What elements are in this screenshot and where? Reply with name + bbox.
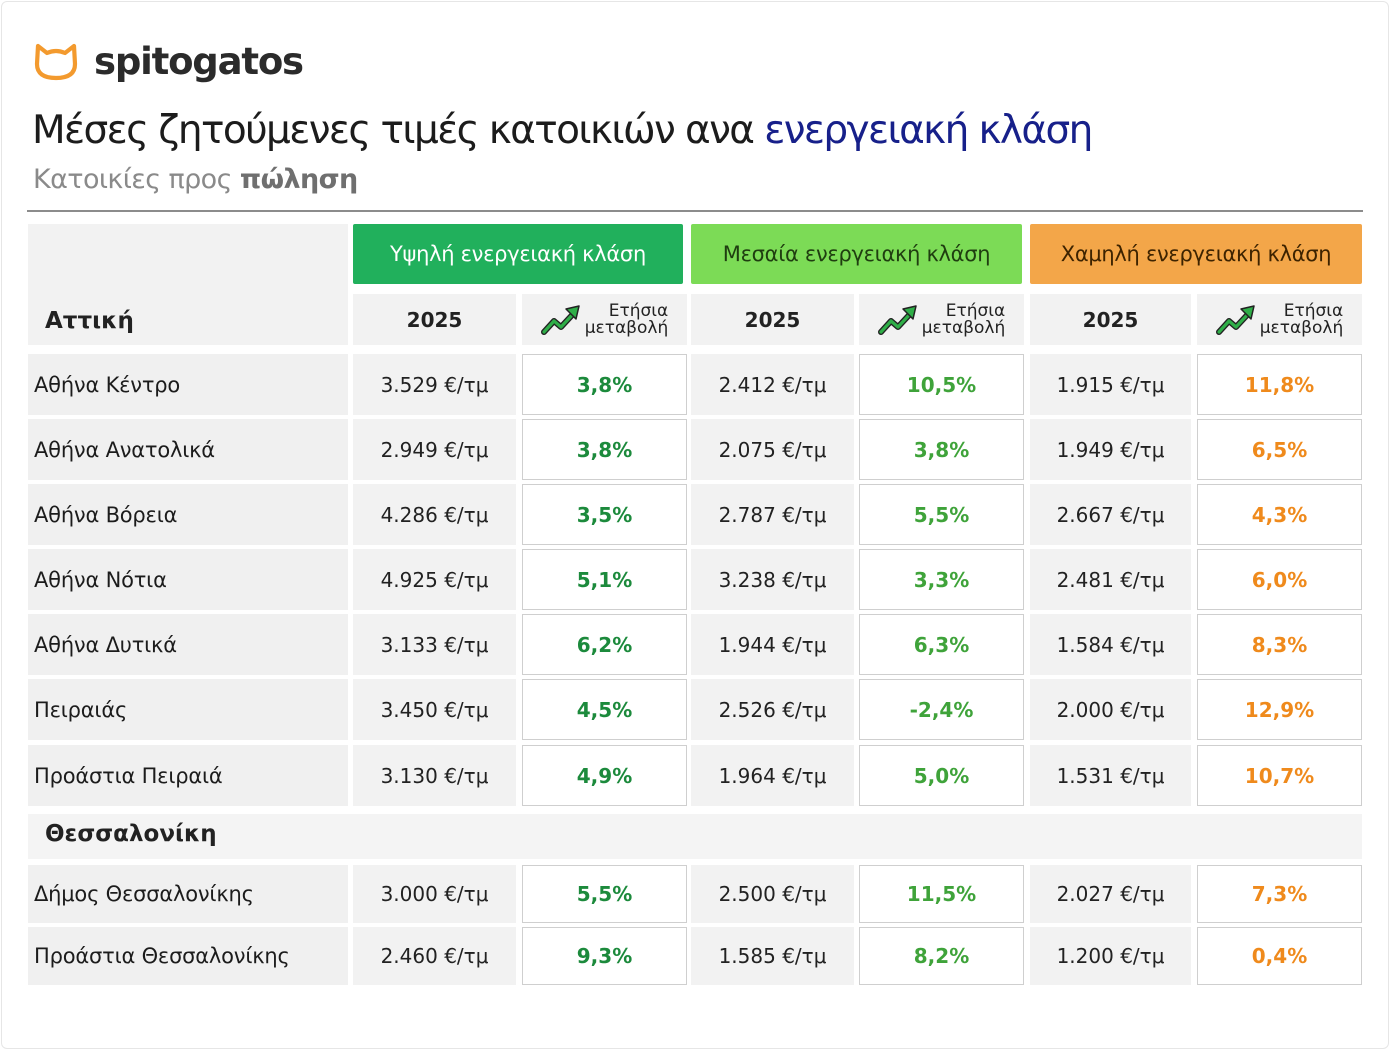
row-label: Αθήνα Νότια <box>28 549 348 610</box>
price-cell-mid: 2.787 €/τμ <box>691 484 854 545</box>
annual-change-label-line1: Ετήσια <box>945 300 1006 321</box>
header-high-class: Υψηλή ενεργειακή κλάση <box>353 224 683 284</box>
row-label: Αθήνα Κέντρο <box>28 354 348 415</box>
change-cell-high: 5,1% <box>522 549 687 610</box>
table-corner <box>28 224 348 345</box>
price-cell-high: 4.286 €/τμ <box>353 484 516 545</box>
header-mid-class: Μεσαία ενεργειακή κλάση <box>691 224 1022 284</box>
row-label: Αθήνα Ανατολικά <box>28 419 348 480</box>
change-cell-mid: -2,4% <box>859 679 1024 740</box>
page-subtitle: Κατοικίες προς πώληση <box>33 164 358 195</box>
change-cell-low: 4,3% <box>1197 484 1362 545</box>
row-label: Προάστια Πειραιά <box>28 745 348 806</box>
change-cell-high: 3,5% <box>522 484 687 545</box>
price-cell-high: 3.529 €/τμ <box>353 354 516 415</box>
price-cell-high: 2.949 €/τμ <box>353 419 516 480</box>
subtitle-main: Κατοικίες προς <box>33 164 240 195</box>
annual-change-label-line1: Ετήσια <box>608 300 669 321</box>
change-cell-low: 12,9% <box>1197 679 1362 740</box>
change-cell-mid: 11,5% <box>859 865 1024 923</box>
change-cell-high: 6,2% <box>522 614 687 675</box>
annual-change-label-line2: μεταβολή <box>1259 317 1344 338</box>
price-cell-high: 4.925 €/τμ <box>353 549 516 610</box>
cat-head-icon <box>34 43 78 81</box>
price-cell-low: 1.949 €/τμ <box>1030 419 1191 480</box>
title-main: Μέσες ζητούμενες τιμές κατοικιών ανα <box>32 108 765 153</box>
region-label: Αττική <box>45 308 134 334</box>
price-cell-mid: 1.944 €/τμ <box>691 614 854 675</box>
price-cell-low: 2.027 €/τμ <box>1030 865 1191 923</box>
price-cell-mid: 3.238 €/τμ <box>691 549 854 610</box>
change-cell-low: 11,8% <box>1197 354 1362 415</box>
brand-logo: spitogatos <box>32 38 304 84</box>
row-label: Προάστια Θεσσαλονίκης <box>28 927 348 985</box>
annual-change-label: Ετήσια μεταβολή <box>1259 300 1344 338</box>
change-cell-mid: 3,8% <box>859 419 1024 480</box>
price-cell-low: 2.667 €/τμ <box>1030 484 1191 545</box>
price-cell-mid: 1.585 €/τμ <box>691 927 854 985</box>
change-cell-high: 3,8% <box>522 354 687 415</box>
page-title: Μέσες ζητούμενες τιμές κατοικιών ανα ενε… <box>32 104 1093 158</box>
year-header-mid: 2025 <box>691 294 854 345</box>
price-cell-high: 3.000 €/τμ <box>353 865 516 923</box>
annual-change-label-line2: μεταβολή <box>584 317 669 338</box>
change-cell-mid: 3,3% <box>859 549 1024 610</box>
trend-up-arrow-icon <box>877 304 917 335</box>
price-cell-mid: 1.964 €/τμ <box>691 745 854 806</box>
annual-change-header-high: Ετήσια μεταβολή <box>522 294 687 345</box>
change-cell-low: 8,3% <box>1197 614 1362 675</box>
brand-name: spitogatos <box>94 39 304 83</box>
change-cell-mid: 6,3% <box>859 614 1024 675</box>
region-label: Θεσσαλονίκη <box>45 821 217 847</box>
region-section-bar <box>28 814 1362 859</box>
trend-up-arrow-icon <box>1215 304 1255 335</box>
price-cell-high: 3.130 €/τμ <box>353 745 516 806</box>
change-cell-mid: 5,0% <box>859 745 1024 806</box>
title-accent: ενεργειακή κλάση <box>764 108 1093 153</box>
row-label: Αθήνα Βόρεια <box>28 484 348 545</box>
change-cell-high: 4,5% <box>522 679 687 740</box>
change-cell-high: 9,3% <box>522 927 687 985</box>
price-cell-low: 1.584 €/τμ <box>1030 614 1191 675</box>
price-cell-mid: 2.526 €/τμ <box>691 679 854 740</box>
change-cell-low: 7,3% <box>1197 865 1362 923</box>
price-cell-high: 2.460 €/τμ <box>353 927 516 985</box>
row-label: Αθήνα Δυτικά <box>28 614 348 675</box>
price-cell-mid: 2.075 €/τμ <box>691 419 854 480</box>
change-cell-low: 10,7% <box>1197 745 1362 806</box>
annual-change-header-low: Ετήσια μεταβολή <box>1197 294 1362 345</box>
header-low-class: Χαμηλή ενεργειακή κλάση <box>1030 224 1362 284</box>
price-cell-high: 3.133 €/τμ <box>353 614 516 675</box>
change-cell-mid: 5,5% <box>859 484 1024 545</box>
price-cell-mid: 2.500 €/τμ <box>691 865 854 923</box>
subtitle-strong: πώληση <box>239 164 358 195</box>
change-cell-mid: 8,2% <box>859 927 1024 985</box>
annual-change-label: Ετήσια μεταβολή <box>921 300 1006 338</box>
trend-up-arrow-icon <box>540 304 580 335</box>
divider <box>27 210 1363 212</box>
change-cell-mid: 10,5% <box>859 354 1024 415</box>
change-cell-low: 6,0% <box>1197 549 1362 610</box>
change-cell-high: 4,9% <box>522 745 687 806</box>
price-cell-high: 3.450 €/τμ <box>353 679 516 740</box>
annual-change-label-line2: μεταβολή <box>921 317 1006 338</box>
annual-change-label: Ετήσια μεταβολή <box>584 300 669 338</box>
year-header-low: 2025 <box>1030 294 1191 345</box>
price-cell-low: 1.200 €/τμ <box>1030 927 1191 985</box>
price-cell-low: 1.915 €/τμ <box>1030 354 1191 415</box>
price-cell-mid: 2.412 €/τμ <box>691 354 854 415</box>
annual-change-header-mid: Ετήσια μεταβολή <box>859 294 1024 345</box>
change-cell-high: 3,8% <box>522 419 687 480</box>
price-cell-low: 2.481 €/τμ <box>1030 549 1191 610</box>
annual-change-label-line1: Ετήσια <box>1283 300 1344 321</box>
change-cell-low: 6,5% <box>1197 419 1362 480</box>
row-label: Δήμος Θεσσαλονίκης <box>28 865 348 923</box>
year-header-high: 2025 <box>353 294 516 345</box>
change-cell-high: 5,5% <box>522 865 687 923</box>
change-cell-low: 0,4% <box>1197 927 1362 985</box>
price-cell-low: 1.531 €/τμ <box>1030 745 1191 806</box>
row-label: Πειραιάς <box>28 679 348 740</box>
price-cell-low: 2.000 €/τμ <box>1030 679 1191 740</box>
